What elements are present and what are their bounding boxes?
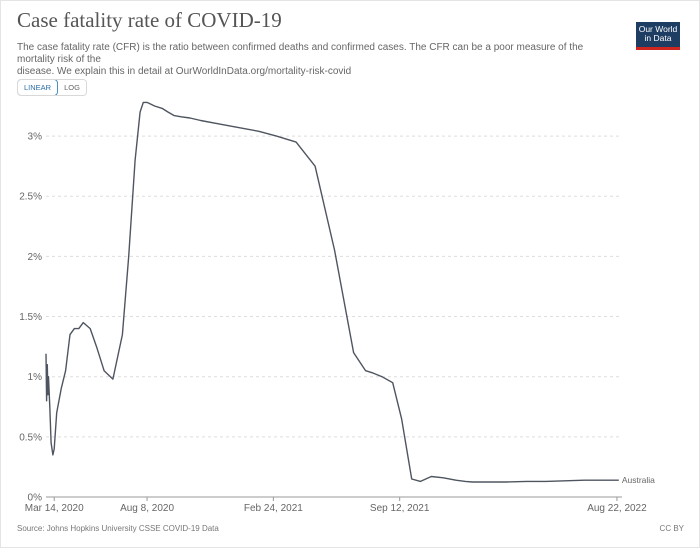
y-tick-label: 1% <box>28 372 43 383</box>
y-tick-label: 2.5% <box>19 192 42 203</box>
y-tick-label: 0% <box>28 493 43 504</box>
scale-toggle: LINEAR LOG <box>17 79 87 96</box>
y-tick-label: 1.5% <box>19 312 42 323</box>
subtitle-line-1: The case fatality rate (CFR) is the rati… <box>17 42 584 65</box>
subtitle-line-2: disease. We explain this in detail at Ou… <box>17 66 352 77</box>
x-tick-label: Aug 8, 2020 <box>120 503 174 514</box>
gridlines <box>46 135 622 438</box>
x-tick-label: Mar 14, 2020 <box>25 503 84 514</box>
series-label-australia: Australia <box>622 475 655 485</box>
owid-logo[interactable]: Our World in Data <box>636 22 680 50</box>
source-note[interactable]: Source: Johns Hopkins University CSSE CO… <box>17 524 219 533</box>
x-tick-label: Feb 24, 2021 <box>244 503 303 514</box>
x-axis-ticks: Mar 14, 2020 Aug 8, 2020 Feb 24, 2021 Sep 1… <box>25 497 647 514</box>
y-tick-label: 3% <box>28 132 43 143</box>
y-axis-ticks: 0% 0.5% 1% 1.5% 2% 2.5% 3% <box>19 132 42 504</box>
y-tick-label: 2% <box>28 252 43 263</box>
chart-subtitle: The case fatality rate (CFR) is the rati… <box>17 42 617 78</box>
chart-title: Case fatality rate of COVID-19 <box>17 8 282 32</box>
y-tick-label: 0.5% <box>19 432 42 443</box>
logo-line-2: in Data <box>644 33 672 43</box>
series-line-australia[interactable] <box>45 101 619 483</box>
license-label[interactable]: CC BY <box>659 524 684 533</box>
linear-scale-button[interactable]: LINEAR <box>17 80 59 95</box>
logo-line-1: Our World <box>638 24 678 34</box>
x-tick-label: Sep 12, 2021 <box>370 503 430 514</box>
x-tick-label: Aug 22, 2022 <box>587 503 647 514</box>
log-scale-button[interactable]: LOG <box>58 80 86 95</box>
